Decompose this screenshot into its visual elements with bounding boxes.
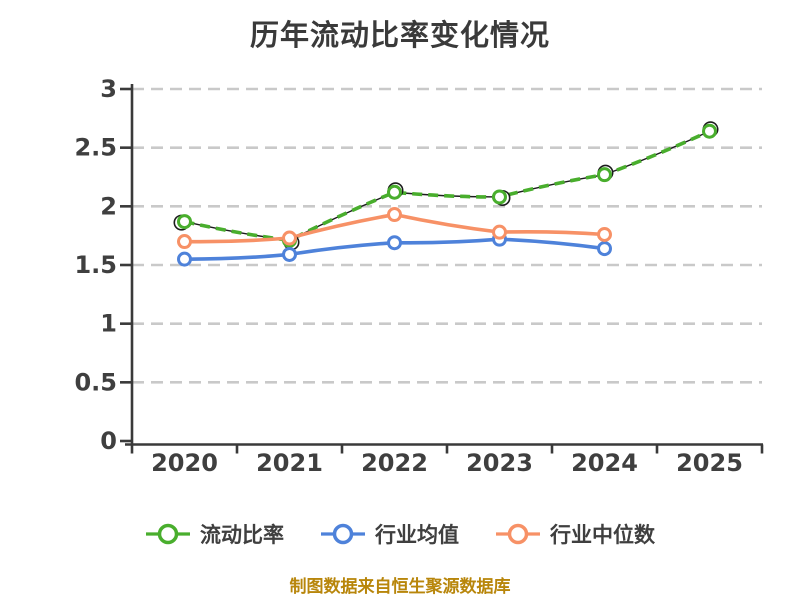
x-tick-label: 2023	[466, 449, 533, 477]
legend: 流动比率 行业均值 行业中位数	[0, 519, 800, 549]
legend-circle	[507, 523, 529, 545]
x-tick-label: 2025	[676, 449, 743, 477]
data-point-current-ratio	[597, 167, 612, 183]
y-tick-label: 2	[100, 192, 117, 220]
legend-item-current-ratio: 流动比率	[145, 519, 284, 549]
data-point-industry-median	[282, 230, 297, 246]
data-point-current-ratio	[492, 189, 507, 205]
data-point-industry-mean	[177, 251, 192, 267]
legend-label-current-ratio: 流动比率	[200, 523, 284, 547]
y-tick-label: 2.5	[74, 134, 117, 162]
chart-footer-source-note: 制图数据来自恒生聚源数据库	[289, 577, 511, 597]
x-tick-label: 2024	[571, 449, 638, 477]
legend-item-industry-mean: 行业均值	[320, 519, 459, 549]
chart-title: 历年流动比率变化情况	[249, 18, 550, 52]
legend-marker-current-ratio-icon	[146, 523, 190, 545]
series-line-current-ratio	[184, 129, 711, 243]
data-point-industry-mean	[597, 241, 612, 257]
data-point-industry-median	[492, 224, 507, 240]
legend-label-industry-median: 行业中位数	[550, 523, 655, 547]
data-point-industry-median	[597, 226, 612, 242]
data-point-industry-median	[387, 207, 402, 223]
legend-circle	[332, 523, 354, 545]
x-tick-label: 2021	[256, 449, 323, 477]
data-point-current-ratio	[387, 184, 402, 200]
legend-label-industry-mean: 行业均值	[375, 523, 459, 547]
legend-marker-industry-mean-icon	[321, 523, 365, 545]
data-point-industry-median	[177, 234, 192, 250]
y-tick-label: 1	[100, 310, 117, 338]
y-tick-label: 3	[100, 75, 117, 103]
data-point-industry-mean	[387, 235, 402, 251]
legend-item-industry-median: 行业中位数	[495, 519, 655, 549]
x-tick-label: 2022	[361, 449, 428, 477]
y-tick-label: 0	[100, 427, 117, 455]
data-point-current-ratio	[702, 123, 717, 139]
x-tick-label: 2020	[151, 449, 218, 477]
y-tick-label: 1.5	[74, 251, 117, 279]
data-point-current-ratio	[177, 214, 192, 230]
y-tick-label: 0.5	[74, 368, 117, 396]
legend-circle	[157, 523, 179, 545]
data-point-industry-mean	[282, 246, 297, 262]
legend-marker-industry-median-icon	[496, 523, 540, 545]
